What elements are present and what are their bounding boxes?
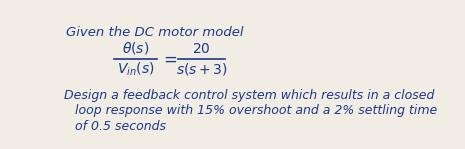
Text: $20$: $20$ [192,42,211,56]
Text: $\theta(s)$: $\theta(s)$ [122,40,149,56]
Text: $s(s+3)$: $s(s+3)$ [176,61,227,77]
Text: $V_{in}(s)$: $V_{in}(s)$ [117,61,154,78]
Text: Given the DC motor model: Given the DC motor model [66,26,243,39]
Text: Design a feedback control system which results in a closed: Design a feedback control system which r… [64,89,435,102]
Text: of 0.5 seconds: of 0.5 seconds [75,119,166,132]
Text: $=$: $=$ [160,50,178,68]
Text: loop response with 15% overshoot and a 2% settling time: loop response with 15% overshoot and a 2… [75,104,438,117]
